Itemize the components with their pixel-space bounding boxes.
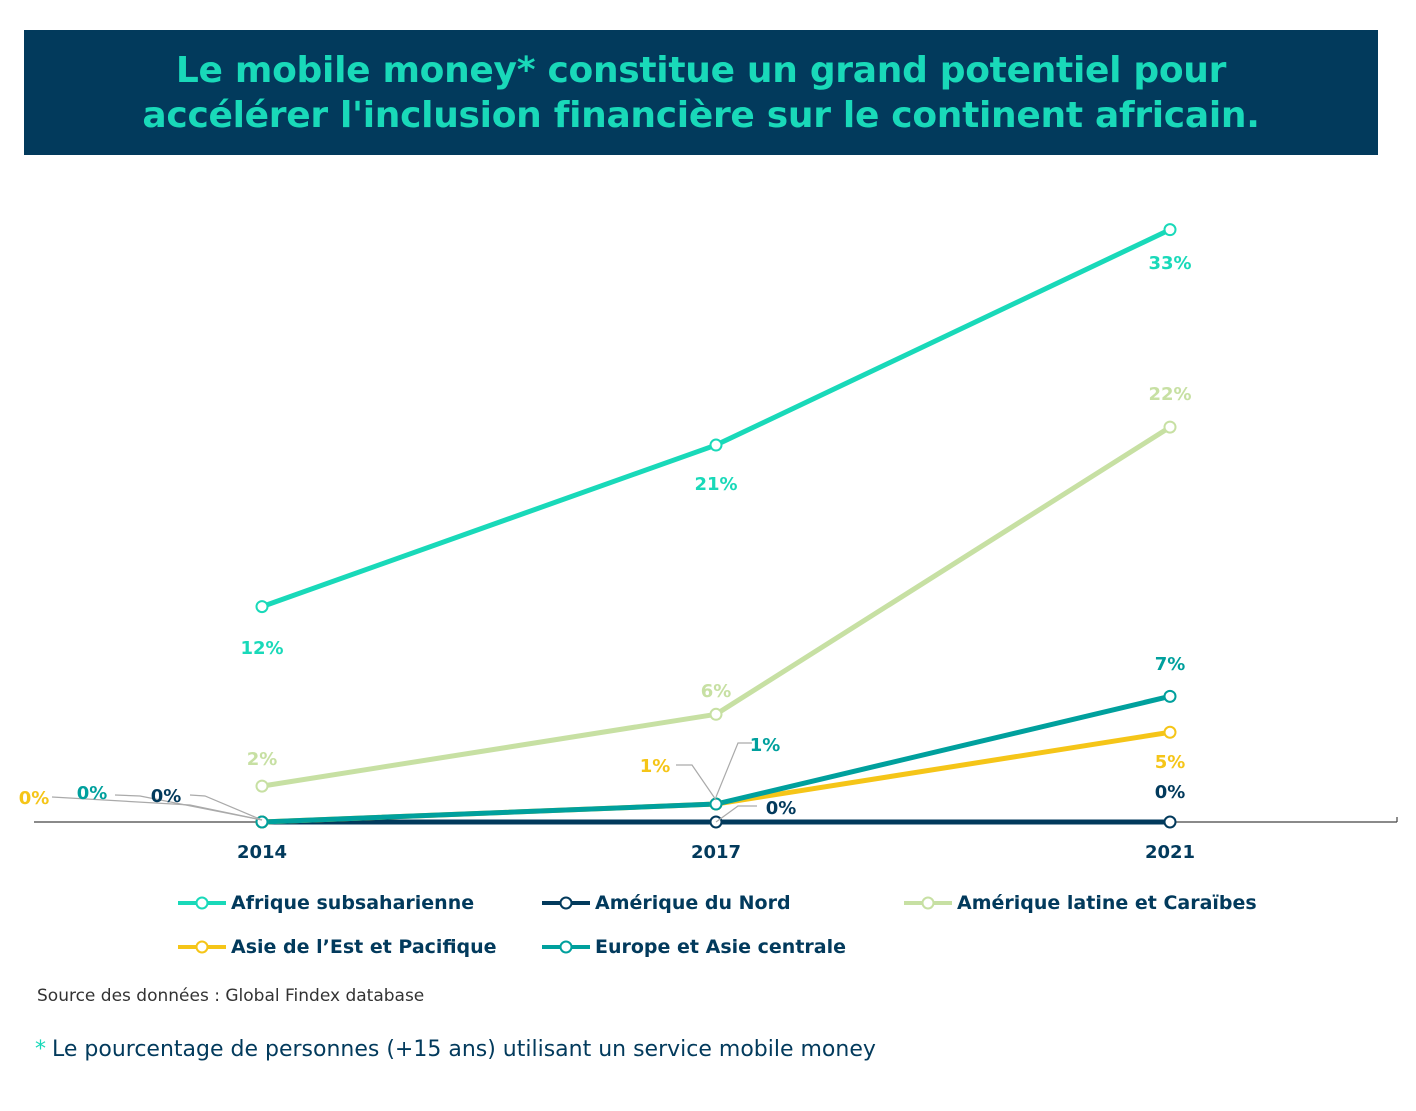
data-label-series-2-2014: 2% <box>247 749 278 770</box>
line-chart: 2014 2017 2021 12% 21% 33% 2% 6% 22% 7% 5% 0% 0% 0% 0%… <box>19 223 1398 863</box>
label-leader-line-3 <box>676 764 717 801</box>
series-2-point-2017 <box>709 707 723 721</box>
data-label-series-3-2014: 0% <box>19 788 50 809</box>
data-label-series-1-2017: 0% <box>766 798 797 819</box>
title-banner: Le mobile money* constitue un grand pote… <box>24 30 1378 155</box>
legend-item-4: Europe et Asie centrale <box>540 934 846 960</box>
legend-item-3: Asie de l’Est et Pacifique <box>176 934 497 960</box>
title-line-1: Le mobile money* constitue un grand pote… <box>175 49 1227 91</box>
series-3-point-2021 <box>1163 725 1177 739</box>
legend-item-1: Amérique du Nord <box>540 890 791 916</box>
footnote: * Le pourcentage de personnes (+15 ans) u… <box>35 1037 876 1062</box>
footnote-text: Le pourcentage de personnes (+15 ans) ut… <box>52 1037 876 1062</box>
x-tick-label-2014: 2014 <box>237 842 287 863</box>
x-tick-label-2017: 2017 <box>691 842 741 863</box>
legend-label: Amérique du Nord <box>595 892 791 914</box>
data-label-series-0-2021: 33% <box>1148 253 1191 274</box>
label-leader-line-2 <box>189 794 263 821</box>
series-2-point-2014 <box>255 779 269 793</box>
data-label-series-3-2021: 5% <box>1155 752 1186 773</box>
series-1-point-2021 <box>1163 815 1177 829</box>
series-4-point-2021 <box>1163 689 1177 703</box>
legend-line-swatch-icon <box>542 896 590 910</box>
legend-line-swatch-icon <box>178 940 226 954</box>
data-label-series-4-2021: 7% <box>1155 654 1186 675</box>
label-leader-line-4 <box>715 742 752 798</box>
legend-item-2: Amérique latine et Caraïbes <box>902 890 1257 916</box>
legend-line-swatch-icon <box>904 896 952 910</box>
data-label-series-4-2014: 0% <box>77 783 108 804</box>
series-line-0 <box>259 227 1173 610</box>
legend-label: Amérique latine et Caraïbes <box>957 892 1257 914</box>
data-label-series-1-2014: 0% <box>151 786 182 807</box>
title-line-2: accélérer l'inclusion financière sur le … <box>142 94 1260 136</box>
legend-item-0: Afrique subsaharienne <box>176 890 474 916</box>
series-0-point-2021 <box>1163 223 1177 237</box>
series-0-point-2014 <box>255 600 269 614</box>
data-label-series-4-2017: 1% <box>750 735 781 756</box>
series-4-point-2017 <box>709 797 723 811</box>
data-label-series-1-2021: 0% <box>1155 782 1186 803</box>
data-label-series-3-2017: 1% <box>640 756 671 777</box>
x-tick-label-2021: 2021 <box>1145 842 1195 863</box>
legend-line-swatch-icon <box>542 940 590 954</box>
data-label-series-0-2014: 12% <box>240 638 283 659</box>
series-2-point-2021 <box>1163 420 1177 434</box>
legend-label: Asie de l’Est et Pacifique <box>231 936 497 958</box>
footnote-star: * <box>35 1037 46 1062</box>
legend-label: Europe et Asie centrale <box>595 936 846 958</box>
data-label-series-2-2021: 22% <box>1148 384 1191 405</box>
legend-line-swatch-icon <box>178 896 226 910</box>
label-leader-line-1 <box>114 794 263 821</box>
data-label-series-0-2017: 21% <box>694 474 737 495</box>
source-text: Source des données : Global Findex datab… <box>37 986 425 1006</box>
series-0-point-2017 <box>709 438 723 452</box>
legend-label: Afrique subsaharienne <box>231 892 475 914</box>
label-leader-line-5 <box>715 805 757 823</box>
data-label-series-2-2017: 6% <box>701 681 732 702</box>
